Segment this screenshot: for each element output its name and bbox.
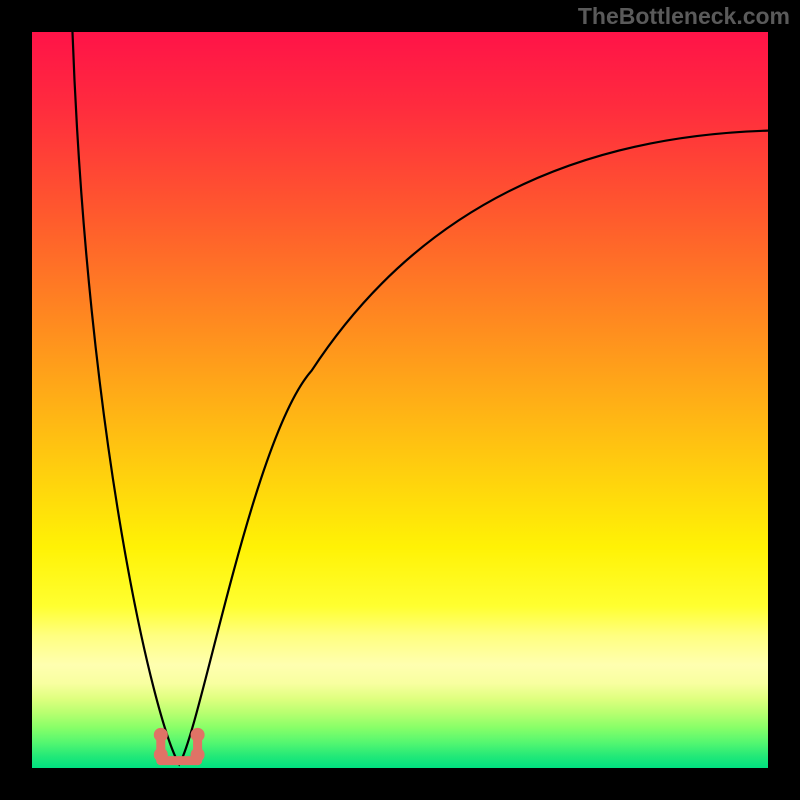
watermark-text: TheBottleneck.com xyxy=(578,3,790,30)
bottleneck-curve xyxy=(32,32,768,768)
chart-frame xyxy=(0,0,800,800)
